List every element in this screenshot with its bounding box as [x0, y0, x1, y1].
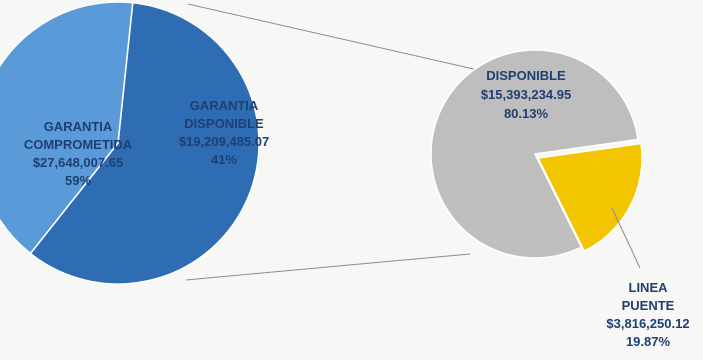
connector-lines	[185, 3, 479, 281]
connector-line-top	[187, 3, 479, 71]
secondary-pie-slice-linea-puente	[536, 142, 643, 253]
main-pie	[0, 1, 260, 285]
label-disponible-line-3: 80.13%	[504, 106, 549, 121]
label-disponible-line-1: DISPONIBLE	[486, 68, 566, 83]
label-garantia-comprometida-line-3: $27,648,007.65	[33, 155, 123, 170]
label-garantia-disponible-line-1: GARANTIA	[190, 98, 259, 113]
secondary-pie	[430, 49, 643, 269]
main-pie-slice-garantia-disponible	[0, 1, 134, 255]
label-garantia-disponible-line-3: $19,209,485.07	[179, 134, 269, 149]
label-garantia-disponible-line-2: DISPONIBLE	[184, 116, 264, 131]
connector-line-bottom	[185, 253, 471, 281]
data-labels: GARANTIA COMPROMETIDA $27,648,007.65 59% GAR…	[24, 68, 690, 349]
label-garantia-comprometida-line-1: GARANTIA	[44, 119, 113, 134]
secondary-pie-slice-disponible	[430, 49, 639, 259]
label-garantia-disponible-line-4: 41%	[211, 152, 237, 167]
label-linea-puente-line-2: PUENTE	[622, 298, 675, 313]
label-garantia-comprometida-line-2: COMPROMETIDA	[24, 137, 133, 152]
leader-line	[611, 207, 641, 269]
label-linea-puente-line-1: LINEA	[629, 280, 669, 295]
label-linea-puente-line-4: 19.87%	[626, 334, 671, 349]
label-garantia-comprometida-line-4: 59%	[65, 173, 91, 188]
label-linea-puente-line-3: $3,816,250.12	[606, 316, 689, 331]
label-disponible-line-2: $15,393,234.95	[481, 87, 571, 102]
main-pie-slice-garantia-comprometida	[29, 1, 260, 285]
